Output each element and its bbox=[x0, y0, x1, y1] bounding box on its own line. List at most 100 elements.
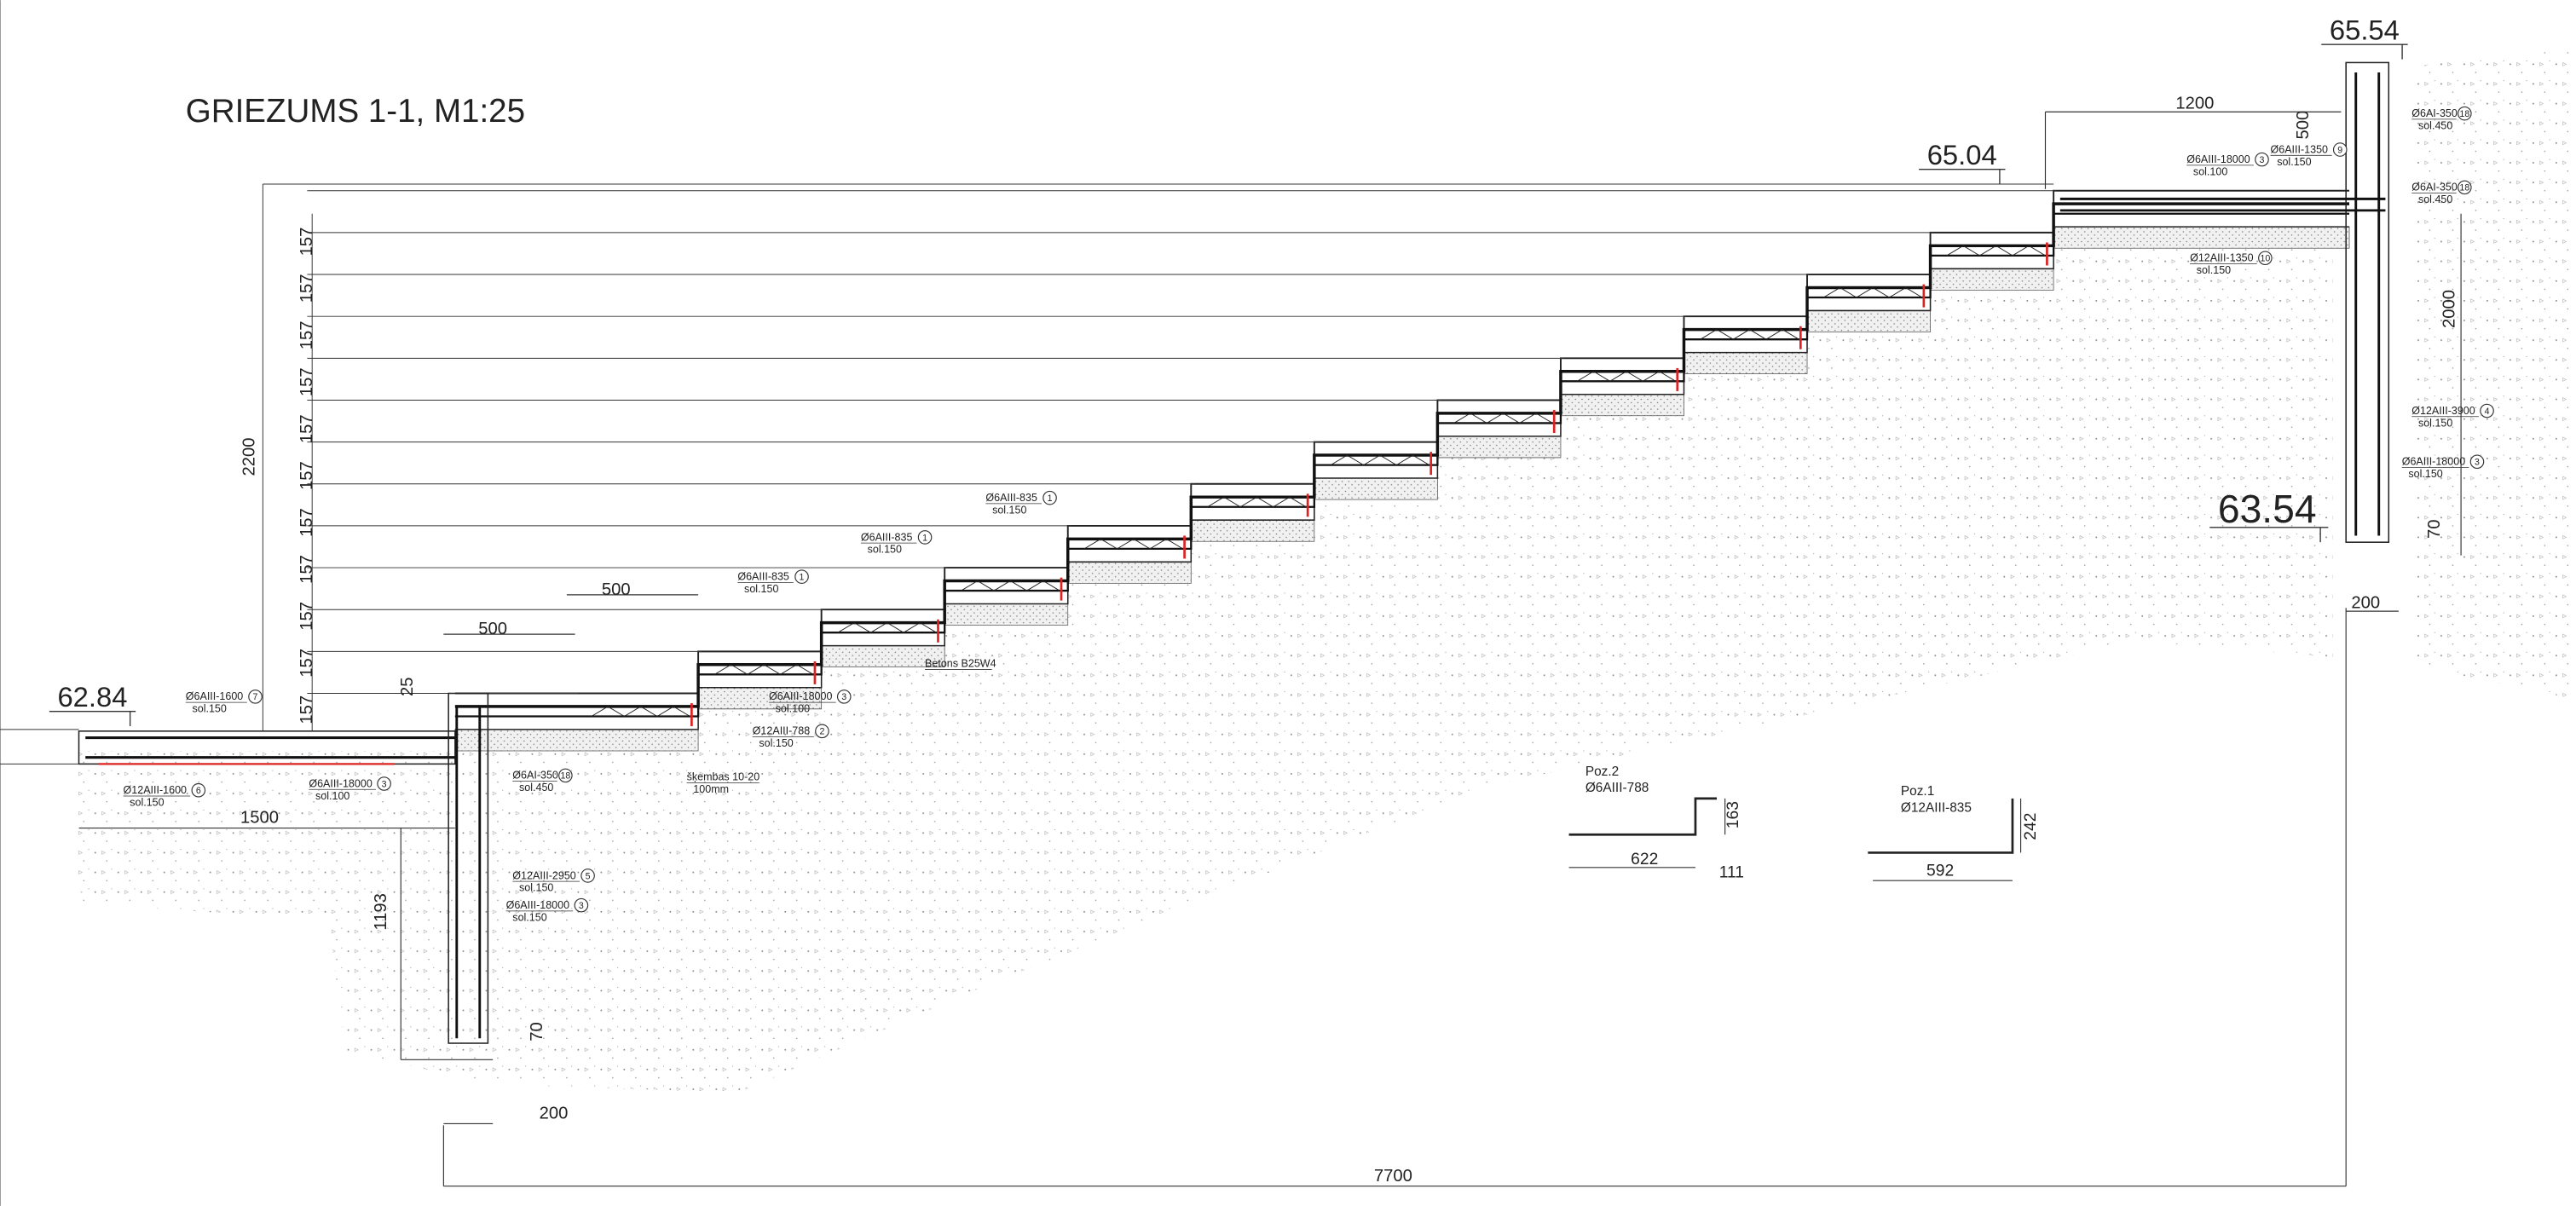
truss bbox=[1083, 538, 1118, 550]
riser-dimension: 157 bbox=[297, 320, 316, 349]
bar-label: Ø12AIII-788 bbox=[753, 725, 811, 737]
detail-title: Poz.2 bbox=[1585, 765, 1619, 779]
bar-spacing: sol.150 bbox=[519, 882, 553, 894]
riser-dimension: 157 bbox=[297, 602, 316, 631]
bar-label: Ø6AI-350 bbox=[2411, 182, 2458, 193]
bar-spacing: sol.150 bbox=[868, 544, 902, 556]
truss bbox=[1453, 413, 1487, 424]
detail-dim: 592 bbox=[1926, 862, 1954, 880]
truss bbox=[1273, 496, 1307, 508]
truss bbox=[2012, 245, 2046, 257]
truss bbox=[993, 580, 1027, 591]
bar-number: 18 bbox=[2459, 183, 2469, 193]
bar-label: Ø6AIII-835 bbox=[737, 571, 789, 583]
truss bbox=[1856, 286, 1890, 298]
bar-number: 1 bbox=[922, 533, 927, 543]
bar-spacing: sol.450 bbox=[519, 782, 553, 793]
title: GRIEZUMS 1-1, M1:25 bbox=[186, 93, 525, 130]
bar-spacing: sol.150 bbox=[2197, 264, 2231, 276]
bar-number-circle bbox=[917, 530, 933, 545]
bar-number-circle bbox=[2458, 106, 2472, 121]
bar-number-circle bbox=[2258, 251, 2273, 266]
bar-number-circle bbox=[191, 782, 206, 798]
truss bbox=[1239, 496, 1274, 508]
bar-number: 18 bbox=[2459, 109, 2469, 119]
riser-dimension: 157 bbox=[297, 274, 316, 303]
elevation: 62.84 bbox=[57, 681, 127, 713]
detail-bar: Ø6AIII-788 bbox=[1585, 781, 1649, 795]
elevation: 65.04 bbox=[1927, 139, 1997, 170]
truss bbox=[837, 622, 871, 633]
dimension: 1193 bbox=[372, 893, 390, 930]
truss bbox=[1765, 329, 1799, 340]
bar-number: 2 bbox=[819, 727, 824, 737]
bar-number-circle bbox=[794, 569, 809, 584]
bar-number-circle bbox=[248, 690, 263, 704]
detail-title: Poz.1 bbox=[1901, 784, 1934, 799]
bar-spacing: sol.450 bbox=[2418, 119, 2452, 131]
bar-number-circle bbox=[377, 776, 391, 791]
bar-label: Ø12AIII-2950 bbox=[512, 869, 575, 881]
riser-dimension: 157 bbox=[297, 508, 316, 537]
detail-dim: 111 bbox=[1719, 863, 1744, 881]
bar-label: Ø6AIII-835 bbox=[861, 531, 913, 543]
bar-spacing: sol.150 bbox=[992, 504, 1026, 516]
truss bbox=[747, 664, 781, 675]
bar-spacing: sol.150 bbox=[2277, 156, 2311, 168]
bar-number: 3 bbox=[382, 779, 387, 789]
bar-number-circle bbox=[2480, 403, 2494, 418]
bar-spacing: sol.150 bbox=[744, 583, 778, 595]
riser-dimension: 157 bbox=[297, 649, 316, 678]
truss bbox=[1149, 538, 1183, 550]
dimension: 2200 bbox=[240, 437, 259, 476]
truss bbox=[714, 664, 748, 675]
bar-number: 3 bbox=[841, 692, 846, 702]
bar-number: 1 bbox=[1048, 493, 1053, 504]
dimension: 70 bbox=[528, 1022, 546, 1042]
bar-number-circle bbox=[558, 768, 573, 783]
elevation: 63.54 bbox=[2218, 487, 2317, 531]
riser-dimension: 157 bbox=[297, 367, 316, 396]
bar-number: 3 bbox=[579, 901, 584, 911]
bar-label: Ø6AIII-835 bbox=[985, 492, 1037, 504]
truss bbox=[1486, 413, 1520, 424]
bar-number: 10 bbox=[2260, 254, 2270, 264]
dimension: 7700 bbox=[1374, 1167, 1412, 1186]
truss bbox=[1363, 454, 1397, 466]
bar-number-circle bbox=[2255, 152, 2269, 167]
truss bbox=[1395, 454, 1430, 466]
bar-spacing: sol.150 bbox=[130, 797, 164, 809]
bar-number-circle bbox=[836, 690, 852, 704]
soil bbox=[2415, 49, 2572, 699]
detail-shape bbox=[1568, 797, 1718, 836]
bar-spacing: sol.100 bbox=[776, 703, 810, 715]
truss bbox=[1207, 496, 1241, 508]
truss bbox=[1733, 329, 1767, 340]
truss bbox=[1946, 245, 1980, 257]
detail-bar: Ø12AIII-835 bbox=[1901, 800, 1972, 815]
bar-number: 9 bbox=[2337, 145, 2342, 155]
dimension: 1500 bbox=[240, 809, 279, 828]
wall bbox=[2345, 61, 2390, 543]
truss bbox=[624, 706, 658, 717]
detail-dim: 163 bbox=[1724, 801, 1742, 828]
dimension: 2000 bbox=[2440, 290, 2458, 328]
bar-label: Ø6AIII-18000 bbox=[769, 690, 832, 702]
truss bbox=[591, 706, 625, 717]
dimension: 70 bbox=[2425, 520, 2444, 540]
bar-label: Ø12AIII-1350 bbox=[2190, 252, 2253, 264]
bar-spacing: 100mm bbox=[693, 783, 729, 795]
bar-label: Ø12AIII-3900 bbox=[2411, 405, 2475, 417]
bar-label: Ø6AIII-18000 bbox=[309, 777, 372, 789]
truss bbox=[780, 664, 814, 675]
bar-label: Ø6AIII-1350 bbox=[2271, 143, 2329, 155]
truss bbox=[1519, 413, 1553, 424]
detail-dim: 622 bbox=[1631, 851, 1658, 868]
bar-number: 3 bbox=[2475, 458, 2480, 468]
bar-number-circle bbox=[2458, 180, 2472, 195]
bar-number-circle bbox=[2469, 454, 2485, 470]
bar-label: Ø6AIII-18000 bbox=[2402, 456, 2465, 468]
bar-number: 7 bbox=[253, 692, 258, 702]
truss bbox=[903, 622, 937, 633]
